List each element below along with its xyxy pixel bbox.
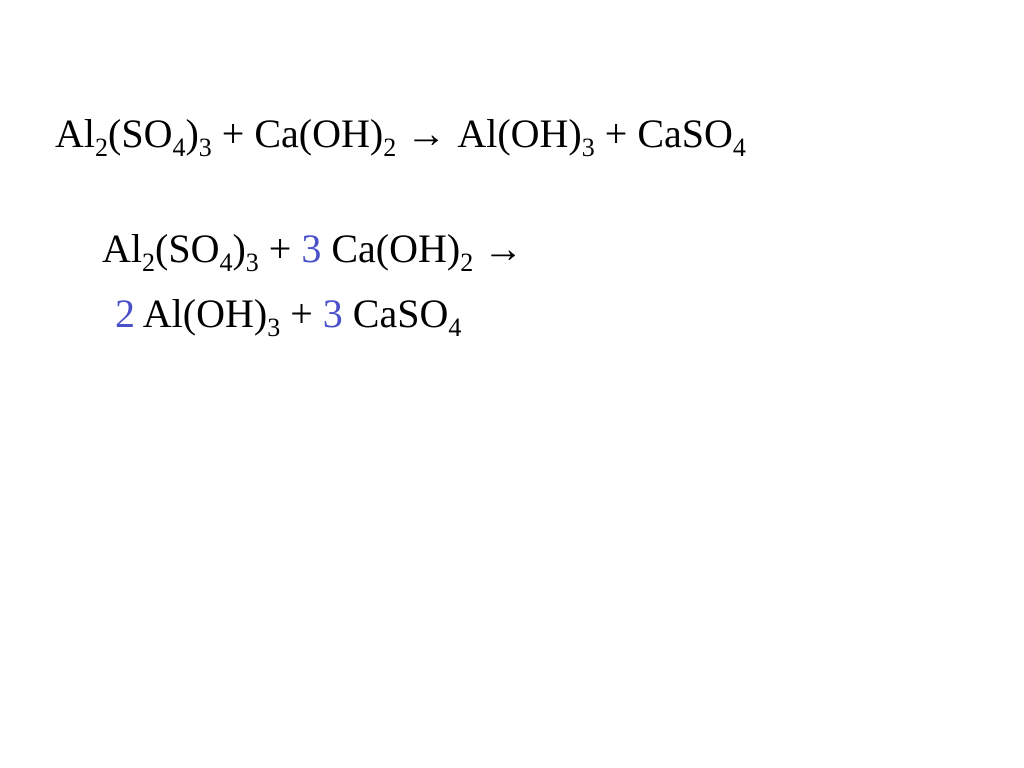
plus: + bbox=[269, 226, 302, 271]
reagent-al2so43: Al2(SO4)3 bbox=[55, 111, 222, 156]
reagent-caoh2: Ca(OH)2 bbox=[321, 226, 483, 271]
sub: 2 bbox=[95, 133, 108, 162]
txt: CaSO bbox=[353, 291, 449, 336]
sub: 3 bbox=[199, 133, 212, 162]
txt: Al(OH) bbox=[143, 291, 267, 336]
txt: Al bbox=[102, 226, 142, 271]
sub: 4 bbox=[733, 133, 746, 162]
sub: 3 bbox=[582, 133, 595, 162]
sub: 2 bbox=[142, 248, 155, 277]
plus: + bbox=[605, 111, 638, 156]
txt: Al(OH) bbox=[457, 111, 581, 156]
sub: 4 bbox=[219, 248, 232, 277]
product-aloh3: Al(OH)3 bbox=[457, 111, 604, 156]
txt: ) bbox=[232, 226, 245, 271]
txt: Ca(OH) bbox=[331, 226, 460, 271]
product-caso4: CaSO4 bbox=[343, 291, 462, 336]
plus: + bbox=[222, 111, 255, 156]
sub: 3 bbox=[246, 248, 259, 277]
arrow-icon: → bbox=[406, 112, 457, 156]
txt: Al bbox=[55, 111, 95, 156]
equation-balanced-line-a: Al2(SO4)3 + 3 Ca(OH)2 → bbox=[102, 225, 523, 272]
sub: 2 bbox=[383, 133, 396, 162]
reagent-caoh2: Ca(OH)2 bbox=[254, 111, 406, 156]
slide: Al2(SO4)3 + Ca(OH)2 → Al(OH)3 + CaSO4 Al… bbox=[0, 0, 1024, 768]
coefficient-3: 3 bbox=[323, 291, 343, 336]
product-caso4: CaSO4 bbox=[637, 111, 746, 156]
sub: 4 bbox=[172, 133, 185, 162]
equation-unbalanced: Al2(SO4)3 + Ca(OH)2 → Al(OH)3 + CaSO4 bbox=[55, 110, 746, 157]
txt: (SO bbox=[108, 111, 172, 156]
product-aloh3: Al(OH)3 bbox=[135, 291, 290, 336]
txt: Ca(OH) bbox=[254, 111, 383, 156]
sub: 3 bbox=[267, 313, 280, 342]
txt: ) bbox=[185, 111, 198, 156]
plus: + bbox=[290, 291, 323, 336]
sub: 2 bbox=[460, 248, 473, 277]
coefficient-3: 3 bbox=[301, 226, 321, 271]
equation-balanced-line-b: 2 Al(OH)3 + 3 CaSO4 bbox=[115, 290, 461, 337]
reagent-al2so43: Al2(SO4)3 bbox=[102, 226, 269, 271]
arrow-icon: → bbox=[483, 227, 523, 271]
sub: 4 bbox=[448, 313, 461, 342]
txt: CaSO bbox=[637, 111, 733, 156]
coefficient-2: 2 bbox=[115, 291, 135, 336]
txt: (SO bbox=[155, 226, 219, 271]
